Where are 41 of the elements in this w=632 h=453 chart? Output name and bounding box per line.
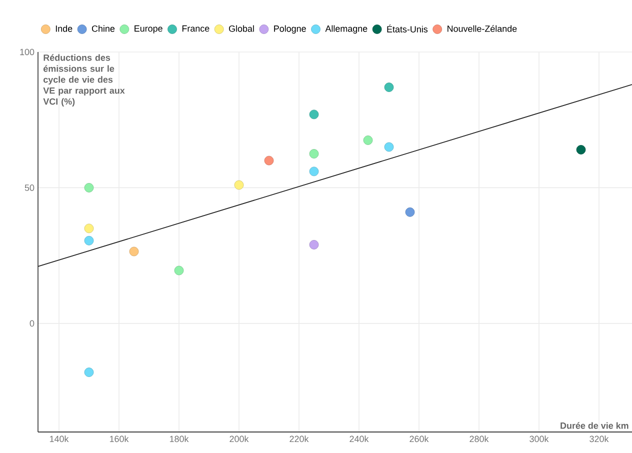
point [576,145,586,154]
point [174,266,184,276]
legend-label: Chine [92,25,115,32]
x-tick-label: 160k [110,436,129,442]
legend-label: Nouvelle-Zélande [448,25,517,32]
point [84,368,94,377]
point [384,142,394,152]
x-tick-label: 300k [530,436,549,442]
point [384,82,394,92]
y-tick-label: 100 [20,48,34,56]
y-tick-label: 0 [30,320,34,327]
legend-label: Inde [56,25,72,32]
point [309,240,319,250]
point [363,136,373,145]
y-axis-title: Réductions des émissions sur le cycle de vie des VE par rapport aux VCI (%) [43,54,125,106]
point [309,149,319,158]
legend-label: Europe [134,25,162,34]
y-tick-label: 50 [24,184,34,191]
x-tick-label: 140k [50,436,69,442]
x-tick-label: 220k [290,436,309,442]
legend-label: Allemagne [325,25,368,34]
point [309,166,319,176]
point [84,224,94,234]
point [129,246,139,256]
x-axis-title: Durée de vie km [560,422,628,429]
x-tick-label: 240k [350,436,369,442]
legend-label: Global [229,25,254,32]
x-tick-label: 260k [410,436,429,442]
point [84,183,94,192]
x-tick-label: 320k [590,436,609,442]
point [264,156,274,166]
x-tick-label: 180k [170,436,189,442]
point [309,110,319,120]
legend-label: États-Unis [387,24,428,32]
point [405,207,415,217]
legend-label: France [182,25,210,32]
point [234,180,244,190]
point [84,236,94,246]
x-tick-label: 280k [470,436,489,442]
x-tick-label: 200k [230,436,249,442]
legend-label: Pologne [274,25,306,34]
